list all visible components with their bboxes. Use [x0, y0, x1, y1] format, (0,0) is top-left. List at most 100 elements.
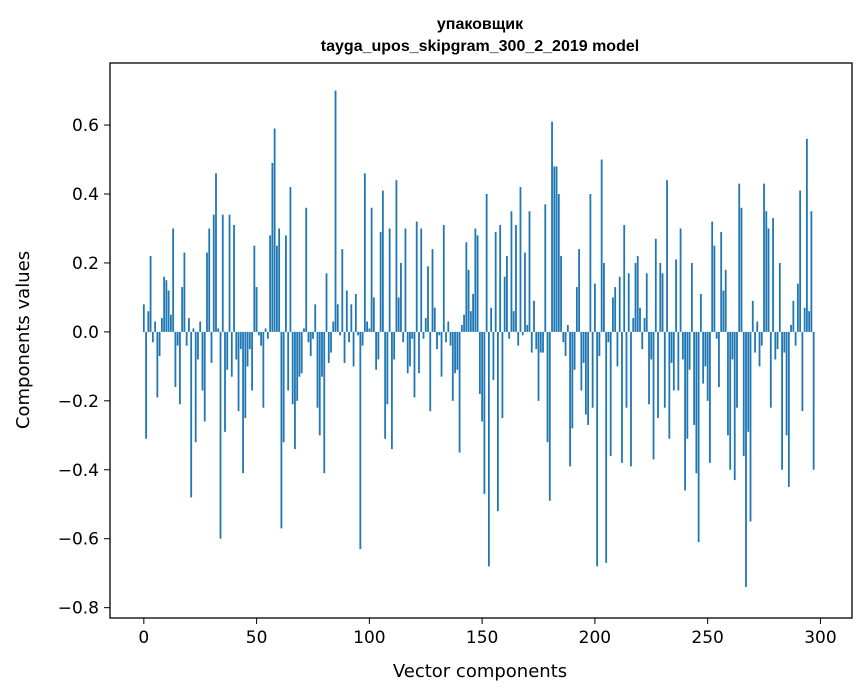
bar — [684, 331, 686, 491]
y-tick-label: −0.2 — [58, 392, 99, 412]
bar — [370, 207, 373, 332]
bar — [142, 304, 145, 332]
bar — [589, 193, 592, 332]
bar — [718, 331, 720, 388]
bar — [409, 331, 411, 367]
y-tick-label: −0.4 — [58, 461, 99, 481]
bar — [158, 331, 161, 357]
bar — [359, 331, 362, 550]
bar — [255, 287, 258, 332]
bar — [296, 331, 299, 401]
bar — [526, 324, 529, 332]
bar — [670, 331, 673, 363]
bar — [251, 331, 253, 391]
bar — [303, 328, 305, 332]
bar — [242, 331, 244, 474]
bar — [546, 331, 549, 443]
bar — [244, 331, 247, 419]
bar — [188, 318, 190, 332]
bar — [305, 207, 308, 332]
bar — [420, 228, 423, 332]
bar — [264, 328, 267, 332]
bar — [210, 331, 213, 363]
bar — [627, 273, 630, 332]
bar — [792, 300, 795, 332]
bar — [483, 331, 486, 494]
bar — [278, 228, 281, 332]
bar — [699, 293, 702, 332]
bar — [145, 331, 147, 439]
bar — [179, 331, 181, 405]
bar — [722, 290, 725, 332]
bar — [282, 331, 285, 443]
bar — [808, 311, 811, 332]
bar — [675, 259, 677, 332]
bar — [654, 238, 657, 332]
bar — [605, 331, 608, 563]
bar — [442, 225, 445, 332]
bar — [474, 228, 477, 332]
bar — [366, 321, 368, 332]
bar — [354, 293, 357, 332]
bar — [427, 266, 429, 332]
bar — [465, 242, 468, 332]
bar — [810, 211, 813, 332]
bar — [154, 321, 156, 332]
bar — [512, 311, 515, 332]
bar — [542, 331, 544, 353]
bar — [271, 162, 274, 332]
bar — [190, 331, 193, 498]
bar — [233, 225, 235, 332]
bar — [291, 331, 294, 405]
bar — [657, 331, 659, 419]
bar — [783, 331, 786, 353]
bar — [262, 331, 265, 408]
bar — [652, 331, 655, 460]
bar — [298, 331, 301, 377]
bar — [756, 321, 759, 332]
bar — [212, 214, 215, 332]
bar — [208, 228, 211, 332]
bar — [569, 331, 571, 467]
x-axis: 0 50 100 150 200 250 300 — [138, 618, 837, 648]
bar — [429, 331, 432, 412]
bar — [404, 228, 407, 332]
bar — [535, 331, 538, 350]
bar — [167, 290, 170, 332]
bar — [391, 331, 393, 450]
bar — [733, 331, 736, 481]
bar — [372, 297, 375, 332]
bar — [659, 262, 662, 332]
bar — [679, 228, 682, 332]
bar — [745, 331, 747, 587]
bar — [334, 90, 337, 332]
bar — [562, 331, 565, 343]
bar — [481, 331, 484, 422]
bar — [564, 331, 567, 357]
bar — [361, 331, 364, 346]
bar — [704, 331, 707, 367]
bar — [612, 297, 614, 332]
bar — [316, 331, 319, 408]
bar — [758, 331, 761, 367]
bar — [790, 324, 792, 332]
x-tick-label: 150 — [466, 628, 498, 648]
bar — [772, 218, 774, 332]
bar — [548, 331, 551, 501]
bar — [598, 331, 601, 357]
bar — [147, 311, 150, 332]
bar — [163, 276, 166, 332]
bar — [530, 331, 533, 353]
bar — [690, 262, 693, 332]
bar — [336, 304, 339, 332]
bar — [345, 290, 348, 332]
bar — [650, 331, 653, 360]
bar — [812, 331, 815, 470]
bar — [363, 173, 366, 332]
bar — [630, 331, 632, 467]
bar — [454, 331, 456, 374]
bar — [228, 214, 231, 332]
bar — [539, 331, 542, 353]
bar — [688, 331, 691, 370]
bar — [499, 225, 502, 332]
